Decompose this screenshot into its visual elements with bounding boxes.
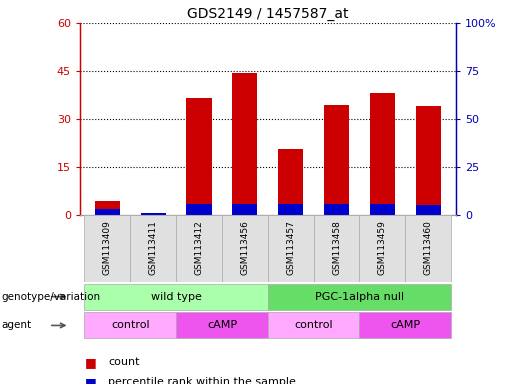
- Text: GSM113460: GSM113460: [424, 220, 433, 275]
- Title: GDS2149 / 1457587_at: GDS2149 / 1457587_at: [187, 7, 349, 21]
- Bar: [84, 313, 176, 338]
- Bar: [84, 284, 268, 310]
- Text: GSM113457: GSM113457: [286, 220, 295, 275]
- Bar: [416, 205, 441, 215]
- Bar: [268, 284, 451, 310]
- Text: count: count: [108, 357, 140, 367]
- Bar: [84, 215, 130, 282]
- Bar: [416, 106, 441, 215]
- Text: agent: agent: [1, 320, 31, 331]
- Text: GSM113411: GSM113411: [149, 220, 158, 275]
- Text: GSM113409: GSM113409: [103, 220, 112, 275]
- Text: percentile rank within the sample: percentile rank within the sample: [108, 377, 296, 384]
- Bar: [176, 313, 268, 338]
- Bar: [324, 204, 349, 215]
- Bar: [359, 313, 451, 338]
- Bar: [359, 215, 405, 282]
- Text: ■: ■: [85, 376, 97, 384]
- Text: GSM113459: GSM113459: [378, 220, 387, 275]
- Text: control: control: [111, 320, 149, 331]
- Bar: [314, 215, 359, 282]
- Text: genotype/variation: genotype/variation: [1, 291, 100, 302]
- Bar: [278, 149, 303, 215]
- Bar: [186, 98, 212, 215]
- Bar: [186, 204, 212, 215]
- Bar: [324, 104, 349, 215]
- Bar: [405, 215, 451, 282]
- Bar: [370, 204, 395, 215]
- Bar: [130, 215, 176, 282]
- Text: control: control: [295, 320, 333, 331]
- Text: GSM113412: GSM113412: [195, 220, 203, 275]
- Text: GSM113456: GSM113456: [241, 220, 249, 275]
- Bar: [268, 215, 314, 282]
- Text: GSM113458: GSM113458: [332, 220, 341, 275]
- Bar: [176, 215, 222, 282]
- Text: cAMP: cAMP: [390, 320, 420, 331]
- Text: cAMP: cAMP: [207, 320, 237, 331]
- Bar: [232, 204, 258, 215]
- Bar: [222, 215, 268, 282]
- Bar: [370, 93, 395, 215]
- Bar: [278, 204, 303, 215]
- Text: wild type: wild type: [151, 291, 201, 302]
- Bar: [268, 313, 359, 338]
- Bar: [95, 209, 120, 215]
- Text: PGC-1alpha null: PGC-1alpha null: [315, 291, 404, 302]
- Bar: [141, 214, 166, 215]
- Bar: [95, 200, 120, 215]
- Bar: [232, 73, 258, 215]
- Text: ■: ■: [85, 356, 97, 369]
